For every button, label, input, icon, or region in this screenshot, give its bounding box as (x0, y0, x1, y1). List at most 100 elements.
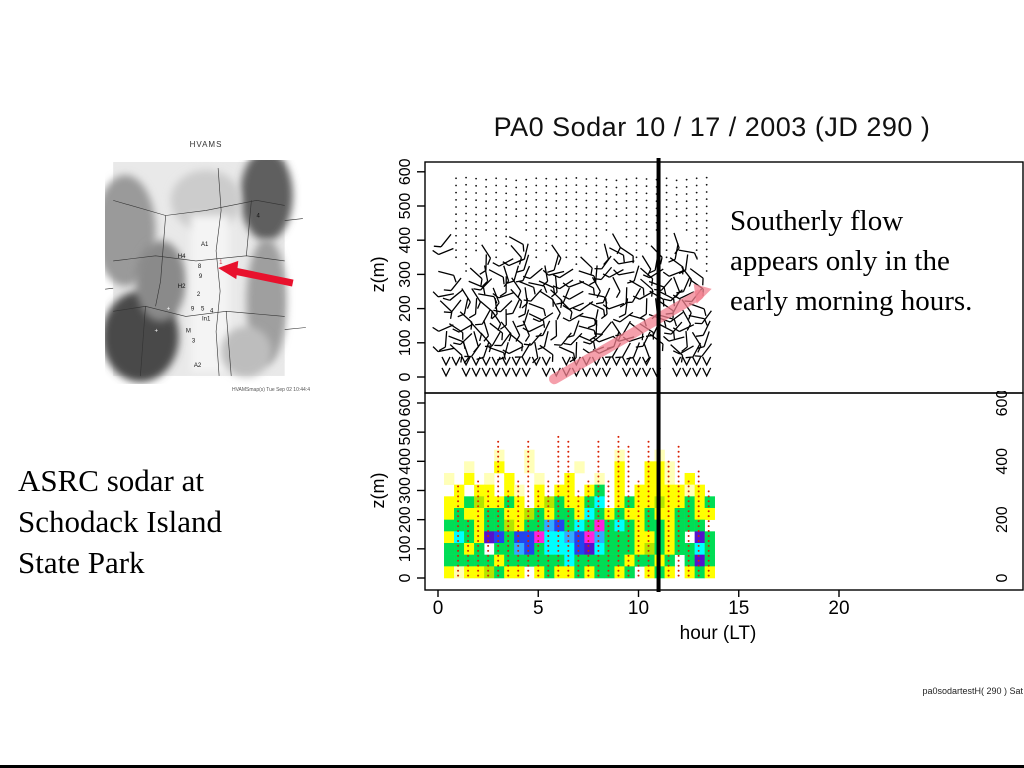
red-dotted-column-dot (527, 510, 530, 513)
heatmap-cell (484, 496, 495, 509)
missing-data-dot (695, 242, 698, 244)
wind-barb (591, 367, 601, 378)
heatmap-cell (494, 519, 505, 532)
wind-barb (563, 332, 583, 346)
missing-data-dot (535, 213, 538, 216)
wind-barb (499, 309, 507, 330)
event-time-line (656, 158, 661, 592)
missing-data-dot (545, 206, 548, 209)
red-dotted-column-dot (677, 539, 680, 542)
bottom-y-tick-label: 600 (397, 390, 414, 417)
wind-barb (685, 342, 702, 359)
heatmap-cell (524, 554, 535, 567)
red-dotted-column-dot (597, 460, 600, 463)
missing-data-dot (585, 178, 588, 180)
red-dotted-column-dot (477, 505, 480, 508)
wind-barb (551, 298, 561, 320)
heatmap-cell (524, 519, 535, 532)
red-dotted-column-dot (667, 475, 670, 478)
red-dotted-column-dot (707, 554, 710, 557)
red-dotted-column-dot (497, 485, 500, 488)
red-dotted-column-dot (497, 490, 500, 493)
red-dotted-column-dot (557, 475, 560, 478)
missing-data-dot (575, 177, 578, 179)
red-dotted-column-dot (567, 500, 570, 503)
missing-data-dot (595, 213, 598, 216)
red-dotted-column-dot (527, 470, 530, 473)
heatmap-cell (554, 484, 565, 497)
wind-barb (511, 356, 521, 367)
red-dotted-column-dot (507, 559, 510, 562)
missing-data-dot (585, 235, 588, 238)
missing-data-dot (635, 191, 638, 194)
red-dotted-column-dot (487, 530, 490, 533)
missing-data-dot (485, 214, 488, 217)
red-dotted-column-dot (627, 574, 630, 577)
wind-barb (449, 344, 463, 363)
red-dotted-column-dot (467, 564, 470, 567)
missing-data-dot (535, 177, 538, 180)
wind-barb (489, 322, 504, 341)
wind-barb (642, 268, 664, 279)
map-site-label: 9 (199, 274, 203, 280)
red-dotted-column-dot (627, 544, 630, 547)
wind-barb (569, 341, 578, 363)
wind-barb (670, 344, 684, 363)
heatmap-cell (544, 542, 555, 555)
heatmap-cell (454, 531, 465, 544)
missing-data-dot (585, 185, 588, 188)
heatmap-cell (484, 519, 495, 532)
red-dotted-column-dot (707, 510, 710, 513)
wind-barb (662, 269, 685, 277)
red-dotted-column-dot (597, 455, 600, 458)
red-dotted-column-dot (567, 460, 570, 463)
wind-barb (672, 356, 682, 367)
red-dotted-column-dot (507, 525, 510, 528)
red-dotted-column-dot (607, 559, 610, 562)
heatmap-cell (484, 507, 495, 520)
wind-barb (627, 265, 640, 284)
heatmap-cell (614, 519, 625, 532)
red-dotted-column-dot (527, 475, 530, 478)
wind-barb (481, 244, 492, 266)
red-dotted-column-dot (477, 485, 480, 488)
heatmap-cell (554, 542, 565, 555)
red-dotted-column-dot (497, 539, 500, 542)
heatmap-cell (614, 461, 625, 474)
red-dotted-column-dot (587, 505, 590, 508)
heatmap-cell (694, 484, 705, 497)
wind-barb (619, 246, 634, 264)
wind-barb (618, 298, 629, 318)
red-dotted-column-dot (597, 520, 600, 523)
heatmap-cell (574, 519, 585, 532)
map-site-label: 3 (192, 339, 196, 345)
red-dotted-column-dot (677, 530, 680, 533)
red-dotted-column-dot (577, 490, 580, 493)
missing-data-dot (665, 220, 668, 223)
red-dotted-column-dot (467, 544, 470, 547)
red-dotted-column-dot (667, 539, 670, 542)
wind-barb (492, 292, 514, 299)
red-dotted-column-dot (577, 530, 580, 533)
red-dotted-column-dot (587, 485, 590, 488)
red-dotted-column-dot (517, 544, 520, 547)
red-dotted-column-dot (517, 485, 520, 488)
heatmap-cell (444, 531, 455, 544)
missing-data-dot (675, 200, 678, 203)
wind-barb (562, 302, 584, 310)
missing-data-dot (695, 198, 698, 201)
missing-data-dot (665, 256, 668, 259)
heatmap-cell (674, 484, 685, 497)
red-dotted-column-dot (647, 574, 650, 577)
heatmap-cell (574, 531, 585, 544)
missing-data-dot (475, 242, 477, 245)
red-dotted-column-dot (547, 485, 550, 488)
heatmap-cell (664, 566, 675, 579)
heatmap-cell (614, 554, 625, 567)
missing-data-dot (455, 206, 457, 208)
red-dotted-column-dot (577, 495, 580, 498)
heatmap-cell (614, 472, 625, 485)
heatmap-cell (614, 542, 625, 555)
red-dotted-column-dot (697, 554, 700, 557)
wind-barb (462, 342, 470, 364)
